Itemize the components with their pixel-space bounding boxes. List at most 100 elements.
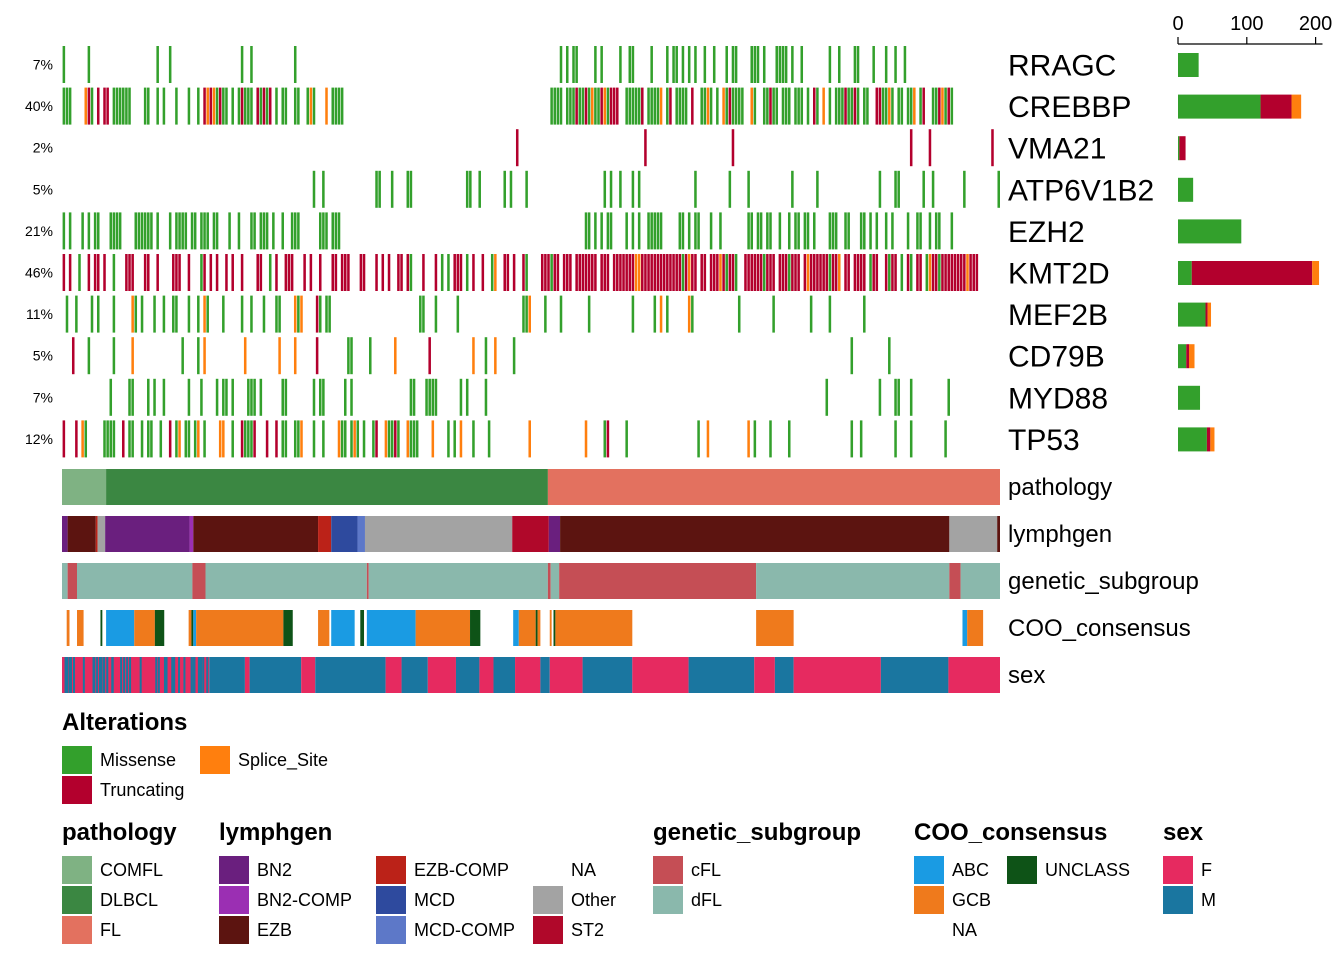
track-segment-m bbox=[129, 657, 132, 693]
legend-item-pathology-fl: FL bbox=[62, 916, 121, 944]
mutation-cell bbox=[669, 254, 672, 291]
mutation-cell bbox=[909, 87, 913, 125]
track-sex: sex bbox=[62, 657, 1045, 693]
mutation-cell bbox=[681, 254, 685, 291]
track-segment-f bbox=[385, 657, 402, 693]
mutation-cell bbox=[250, 212, 253, 250]
track-segment-other bbox=[364, 516, 513, 552]
mutation-cell bbox=[362, 254, 366, 291]
mutation-cell bbox=[431, 420, 435, 458]
mutation-cell bbox=[62, 212, 66, 250]
mutation-cell bbox=[284, 254, 288, 291]
mutation-cell bbox=[753, 46, 757, 83]
mutation-cell bbox=[762, 87, 766, 125]
track-segment-f bbox=[301, 657, 316, 693]
gene-label-tp53: TP53 bbox=[1008, 424, 1080, 457]
track-segment-dfl bbox=[205, 563, 367, 599]
mutation-cell bbox=[400, 254, 403, 291]
mutation-cell bbox=[750, 212, 753, 250]
track-segment-gcb bbox=[196, 610, 284, 646]
mutation-cell bbox=[322, 378, 325, 416]
mutation-cell bbox=[331, 212, 335, 250]
mutation-cell bbox=[243, 87, 247, 125]
mutation-cell bbox=[941, 254, 944, 291]
mutation-cell bbox=[522, 295, 525, 333]
mutation-cell bbox=[694, 46, 697, 83]
track-segment-gcb bbox=[967, 610, 984, 646]
track-label-sex: sex bbox=[1008, 662, 1045, 689]
bar-segment-truncating bbox=[1260, 94, 1292, 119]
mutation-cell bbox=[344, 420, 347, 458]
mutation-cell bbox=[293, 420, 297, 458]
mutation-cell bbox=[628, 87, 632, 125]
mutation-cell bbox=[131, 420, 134, 458]
track-segment-m bbox=[178, 657, 181, 693]
mutation-cell bbox=[637, 170, 641, 208]
mutation-cell bbox=[434, 254, 438, 291]
mutation-cell bbox=[293, 46, 297, 83]
mutation-cell bbox=[928, 254, 932, 291]
mutation-cell bbox=[362, 420, 366, 458]
mutation-cell bbox=[193, 420, 197, 458]
mutation-cell bbox=[147, 212, 150, 250]
mutation-cell bbox=[681, 46, 685, 83]
mutation-cell bbox=[184, 212, 188, 250]
mutation-cell bbox=[803, 212, 807, 250]
bar-segment-truncating bbox=[1206, 427, 1211, 452]
mutation-cell bbox=[734, 87, 738, 125]
mutation-cell bbox=[522, 254, 525, 291]
track-segment-f bbox=[244, 657, 250, 693]
mutation-cell bbox=[512, 337, 516, 375]
mutation-cell bbox=[394, 337, 397, 375]
mutation-cell bbox=[850, 420, 854, 458]
mutation-cell bbox=[334, 87, 338, 125]
legend-label: BN2-COMP bbox=[257, 890, 352, 910]
mutation-cell bbox=[222, 87, 225, 125]
mutation-cell bbox=[293, 212, 297, 250]
mutation-cell bbox=[569, 87, 572, 125]
track-segment-m bbox=[193, 657, 196, 693]
mutation-cell bbox=[747, 170, 750, 208]
track-segment-dfl bbox=[368, 563, 548, 599]
mutation-cell bbox=[243, 337, 247, 375]
mutation-cell bbox=[809, 254, 813, 291]
mutation-cell bbox=[156, 87, 159, 125]
legend-item-alterations-missense: Missense bbox=[62, 746, 176, 774]
mutation-cell bbox=[312, 420, 316, 458]
mutation-cell bbox=[687, 46, 691, 83]
mutation-cell bbox=[293, 87, 297, 125]
bar-tp53 bbox=[1178, 427, 1215, 452]
mutation-cell bbox=[753, 420, 757, 458]
mutation-cell bbox=[231, 254, 234, 291]
mutation-cell bbox=[753, 254, 757, 291]
legend-swatch bbox=[533, 916, 563, 944]
mutation-cell bbox=[853, 254, 857, 291]
mutation-cell bbox=[465, 378, 469, 416]
track-segment-m bbox=[401, 657, 428, 693]
track-segment-cfl bbox=[547, 563, 551, 599]
mutation-cell bbox=[791, 170, 794, 208]
track-segment-abc bbox=[331, 610, 355, 646]
legend-item-coo-consensus-abc: ABC bbox=[914, 856, 989, 884]
track-segment-m bbox=[200, 657, 203, 693]
mutation-cell bbox=[772, 87, 775, 125]
mutation-cell bbox=[250, 46, 253, 83]
track-label-lymphgen: lymphgen bbox=[1008, 521, 1112, 548]
mutation-cell bbox=[947, 378, 950, 416]
mutation-cell bbox=[619, 170, 622, 208]
barplot-axis: 0 100 200 bbox=[1172, 13, 1332, 45]
track-segment-f bbox=[515, 657, 541, 693]
mutation-cell bbox=[65, 87, 69, 125]
mutation-cell bbox=[347, 254, 350, 291]
legend-item-lymphgen-mcd: MCD bbox=[376, 886, 455, 914]
legend-label: MCD-COMP bbox=[414, 920, 515, 940]
mutation-cell bbox=[465, 170, 469, 208]
mutation-cell bbox=[712, 254, 716, 291]
mutation-cell bbox=[928, 212, 932, 250]
legend-item-lymphgen-st2: ST2 bbox=[533, 916, 604, 944]
mutation-cell bbox=[96, 87, 100, 125]
track-segment-m bbox=[64, 657, 67, 693]
mutation-cell bbox=[106, 420, 109, 458]
mutation-cell bbox=[112, 254, 116, 291]
mutation-cell bbox=[681, 87, 685, 125]
